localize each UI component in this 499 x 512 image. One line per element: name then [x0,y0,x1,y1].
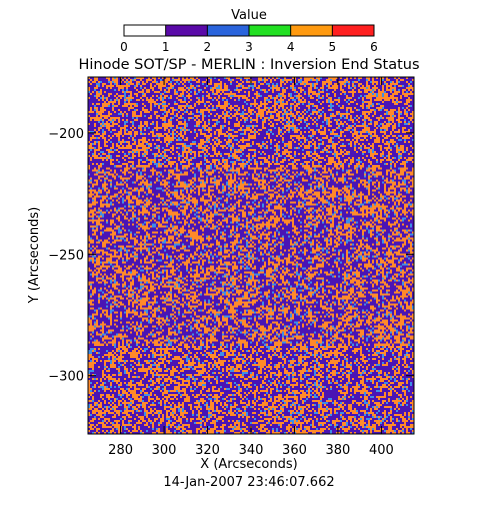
colorbar-bin-0 [124,25,166,36]
chart-title: Hinode SOT/SP - MERLIN : Inversion End S… [78,57,419,73]
colorbar-tick-label: 2 [204,40,212,54]
y-tick-label: −200 [48,127,84,142]
x-tick-label: 360 [282,443,307,458]
timestamp: 14-Jan-2007 23:46:07.662 [163,475,334,490]
status-map-image [88,77,414,434]
x-axis-label: X (Arcseconds) [200,457,297,472]
x-tick-label: 320 [195,443,220,458]
colorbar-title: Value [231,8,267,23]
colorbar-ticks: 0 1 2 3 4 5 6 [120,25,378,54]
y-axis: −200 −250 −300 [48,127,414,385]
colorbar-bin-1 [165,25,208,36]
colorbar-bin-4 [290,25,333,36]
y-axis-label: Y (Arcseconds) [27,207,42,304]
x-tick-label: 400 [369,443,394,458]
colorbar-tick-label: 3 [245,40,253,54]
colorbar-tick-label: 6 [370,40,378,54]
x-tick-label: 380 [326,443,351,458]
colorbar-bin-2 [207,25,249,36]
colorbar-tick-label: 5 [329,40,337,54]
colorbar [124,25,374,36]
x-tick-label: 300 [152,443,177,458]
x-tick-label: 340 [239,443,264,458]
x-tick-label: 280 [108,443,133,458]
colorbar-tick-label: 0 [120,40,128,54]
y-tick-label: −250 [48,248,84,263]
colorbar-tick-label: 1 [162,40,170,54]
plot-area [87,76,415,435]
colorbar-tick-label: 4 [287,40,295,54]
x-axis: 280 300 320 340 360 380 400 [108,77,394,458]
y-tick-label: −300 [48,370,84,385]
colorbar-bin-5 [332,25,374,36]
colorbar-bin-3 [249,25,291,36]
